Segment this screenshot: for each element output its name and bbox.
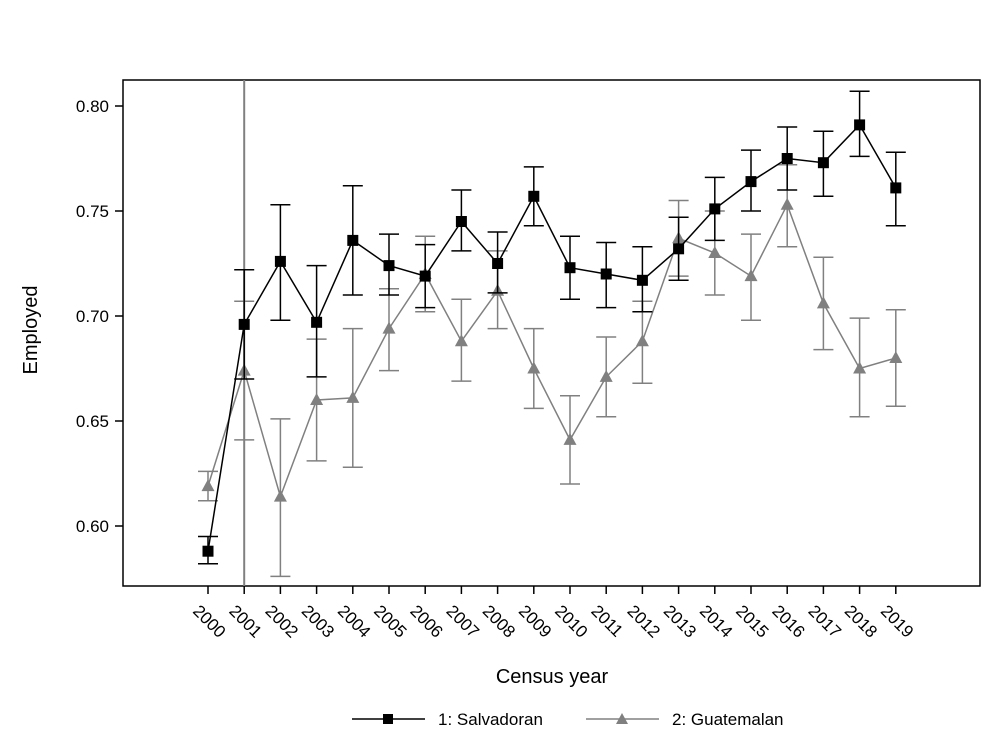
legend: 1: Salvadoran 2: Guatemalan <box>352 710 784 729</box>
y-tick-label: 0.70 <box>76 307 109 326</box>
data-point-square <box>528 190 540 202</box>
data-point-square <box>781 153 793 164</box>
legend-label-guatemalan: 2: Guatemalan <box>672 710 784 729</box>
data-point-square <box>202 545 214 557</box>
legend-item-salvadoran: 1: Salvadoran <box>352 710 543 729</box>
y-tick-label: 0.80 <box>76 97 109 116</box>
data-point-square <box>600 268 612 280</box>
y-axis-title: Employed <box>20 286 42 375</box>
data-point-square <box>673 243 685 255</box>
data-point-square <box>854 119 866 131</box>
data-point-triangle <box>780 197 794 210</box>
data-point-triangle <box>201 479 215 492</box>
data-point-triangle <box>454 334 468 347</box>
series-line <box>207 123 897 552</box>
y-axis: 0.60 0.65 0.70 0.75 0.80 <box>76 97 123 536</box>
series-line <box>207 202 897 499</box>
legend-marker-triangle <box>616 713 628 724</box>
data-point-triangle <box>273 489 287 502</box>
data-point-square <box>311 316 323 328</box>
series-salvadoran <box>198 90 906 565</box>
x-axis-title: Census year <box>496 666 609 688</box>
y-tick-label: 0.65 <box>76 412 109 431</box>
y-tick-label: 0.75 <box>76 202 109 221</box>
data-point-triangle <box>382 321 396 334</box>
data-point-square <box>419 270 431 282</box>
series-layer <box>198 90 906 578</box>
data-point-square <box>817 157 829 169</box>
data-point-square <box>745 176 757 188</box>
data-point-square <box>238 318 250 330</box>
legend-item-guatemalan: 2: Guatemalan <box>586 710 784 729</box>
legend-label-salvadoran: 1: Salvadoran <box>438 710 543 729</box>
data-point-square <box>636 274 648 286</box>
data-point-square <box>274 255 286 267</box>
data-point-square <box>564 262 576 274</box>
data-point-square <box>709 203 721 215</box>
data-point-square <box>890 182 902 194</box>
data-point-triangle <box>346 390 360 403</box>
data-point-triangle <box>708 246 722 258</box>
data-point-square <box>455 216 467 227</box>
data-point-triangle <box>635 334 649 347</box>
legend-marker-square <box>383 714 393 724</box>
data-point-square <box>492 258 504 269</box>
data-point-triangle <box>599 369 613 382</box>
plot-area-frame <box>122 79 981 587</box>
data-point-triangle <box>816 296 830 309</box>
data-point-triangle <box>527 361 541 374</box>
data-point-triangle <box>889 351 903 363</box>
y-tick-label: 0.60 <box>76 517 109 536</box>
data-point-triangle <box>310 393 324 405</box>
data-point-square <box>347 234 359 246</box>
data-point-triangle <box>563 432 577 445</box>
data-point-square <box>383 260 395 272</box>
data-point-triangle <box>744 269 758 282</box>
data-point-triangle <box>853 361 867 374</box>
